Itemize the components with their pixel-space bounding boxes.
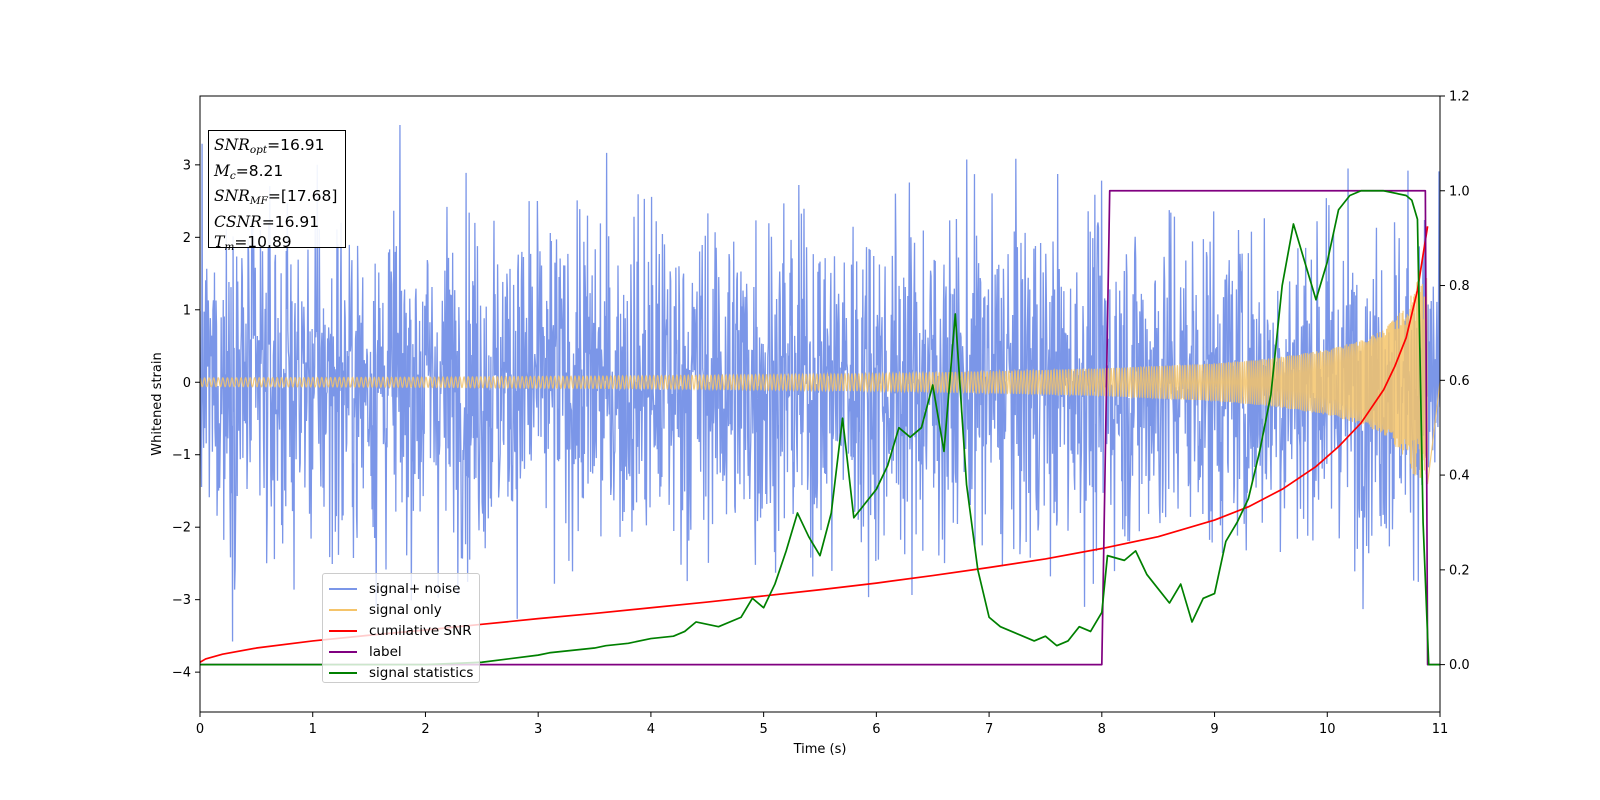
x-tick-label: 7 (985, 722, 993, 737)
legend-label: signal statistics (369, 664, 474, 681)
legend-swatch (329, 629, 357, 632)
legend-item-signal-noise: signal+ noise (329, 578, 479, 599)
y2-tick-label: 1.2 (1449, 90, 1470, 105)
x-tick-label: 4 (647, 722, 655, 737)
y-tick-label: −3 (172, 593, 191, 608)
legend-swatch (329, 587, 357, 590)
y2-tick-label: 0.2 (1449, 563, 1470, 578)
y2-tick-label: 0.6 (1449, 374, 1470, 389)
x-tick-label: 10 (1319, 722, 1336, 737)
merger-time-text: Tm=10.89 (214, 233, 292, 253)
series-signal-statistics (200, 189, 1440, 666)
legend-item-label: label (329, 641, 479, 662)
y-tick-label: −4 (172, 666, 191, 681)
y-axis-label: Whitened strain (150, 352, 165, 455)
y-tick-label: 0 (183, 376, 191, 391)
csnr-text: CSNR=16.91 (214, 212, 320, 231)
axes: 0 1 2 3 4 5 6 7 8 9 10 113210−1−2−3−41.21.00.80.60.… (172, 90, 1470, 738)
snr-mf-text: SNRMF=[17.68] (214, 187, 338, 207)
y-tick-label: −1 (172, 448, 191, 463)
y-tick-label: 1 (183, 303, 191, 318)
chart-legend: signal+ noise signal only cumilative SNR… (322, 573, 480, 683)
legend-swatch (329, 671, 357, 674)
snr-annotation-box: SNRopt=16.91 Mc=8.21 SNRMF=[17.68] CSNR=… (208, 130, 346, 253)
plot-frame (199, 95, 1441, 713)
x-tick-label: 6 (872, 722, 880, 737)
x-tick-label: 11 (1432, 722, 1449, 737)
x-tick-label: 3 (534, 722, 542, 737)
legend-label: signal+ noise (369, 580, 461, 597)
legend-swatch (329, 608, 357, 611)
legend-swatch (329, 650, 357, 653)
y2-tick-label: 0.0 (1449, 658, 1470, 673)
x-tick-label: 1 (309, 722, 317, 737)
series-signal-only (200, 278, 1440, 485)
y2-tick-label: 1.0 (1449, 184, 1470, 199)
y2-tick-label: 0.8 (1449, 279, 1470, 294)
x-axis-label: Time (s) (793, 742, 847, 757)
y-tick-label: 3 (183, 158, 191, 173)
x-tick-label: 0 (196, 722, 204, 737)
snr-opt-text: SNRopt=16.91 (214, 136, 325, 156)
x-tick-label: 8 (1098, 722, 1106, 737)
legend-item-signal-statistics: signal statistics (329, 662, 479, 683)
legend-label: cumilative SNR (369, 622, 472, 639)
y-tick-label: 2 (183, 231, 191, 246)
legend-item-cumulative-snr: cumilative SNR (329, 620, 479, 641)
x-tick-label: 9 (1210, 722, 1218, 737)
y2-tick-label: 0.4 (1449, 469, 1470, 484)
legend-label: signal only (369, 601, 442, 618)
legend-item-signal-only: signal only (329, 599, 479, 620)
x-tick-label: 2 (421, 722, 429, 737)
y-tick-label: −2 (172, 521, 191, 536)
chirp-mass-text: Mc=8.21 (214, 161, 284, 182)
x-tick-label: 5 (759, 722, 767, 737)
legend-label: label (369, 643, 402, 660)
